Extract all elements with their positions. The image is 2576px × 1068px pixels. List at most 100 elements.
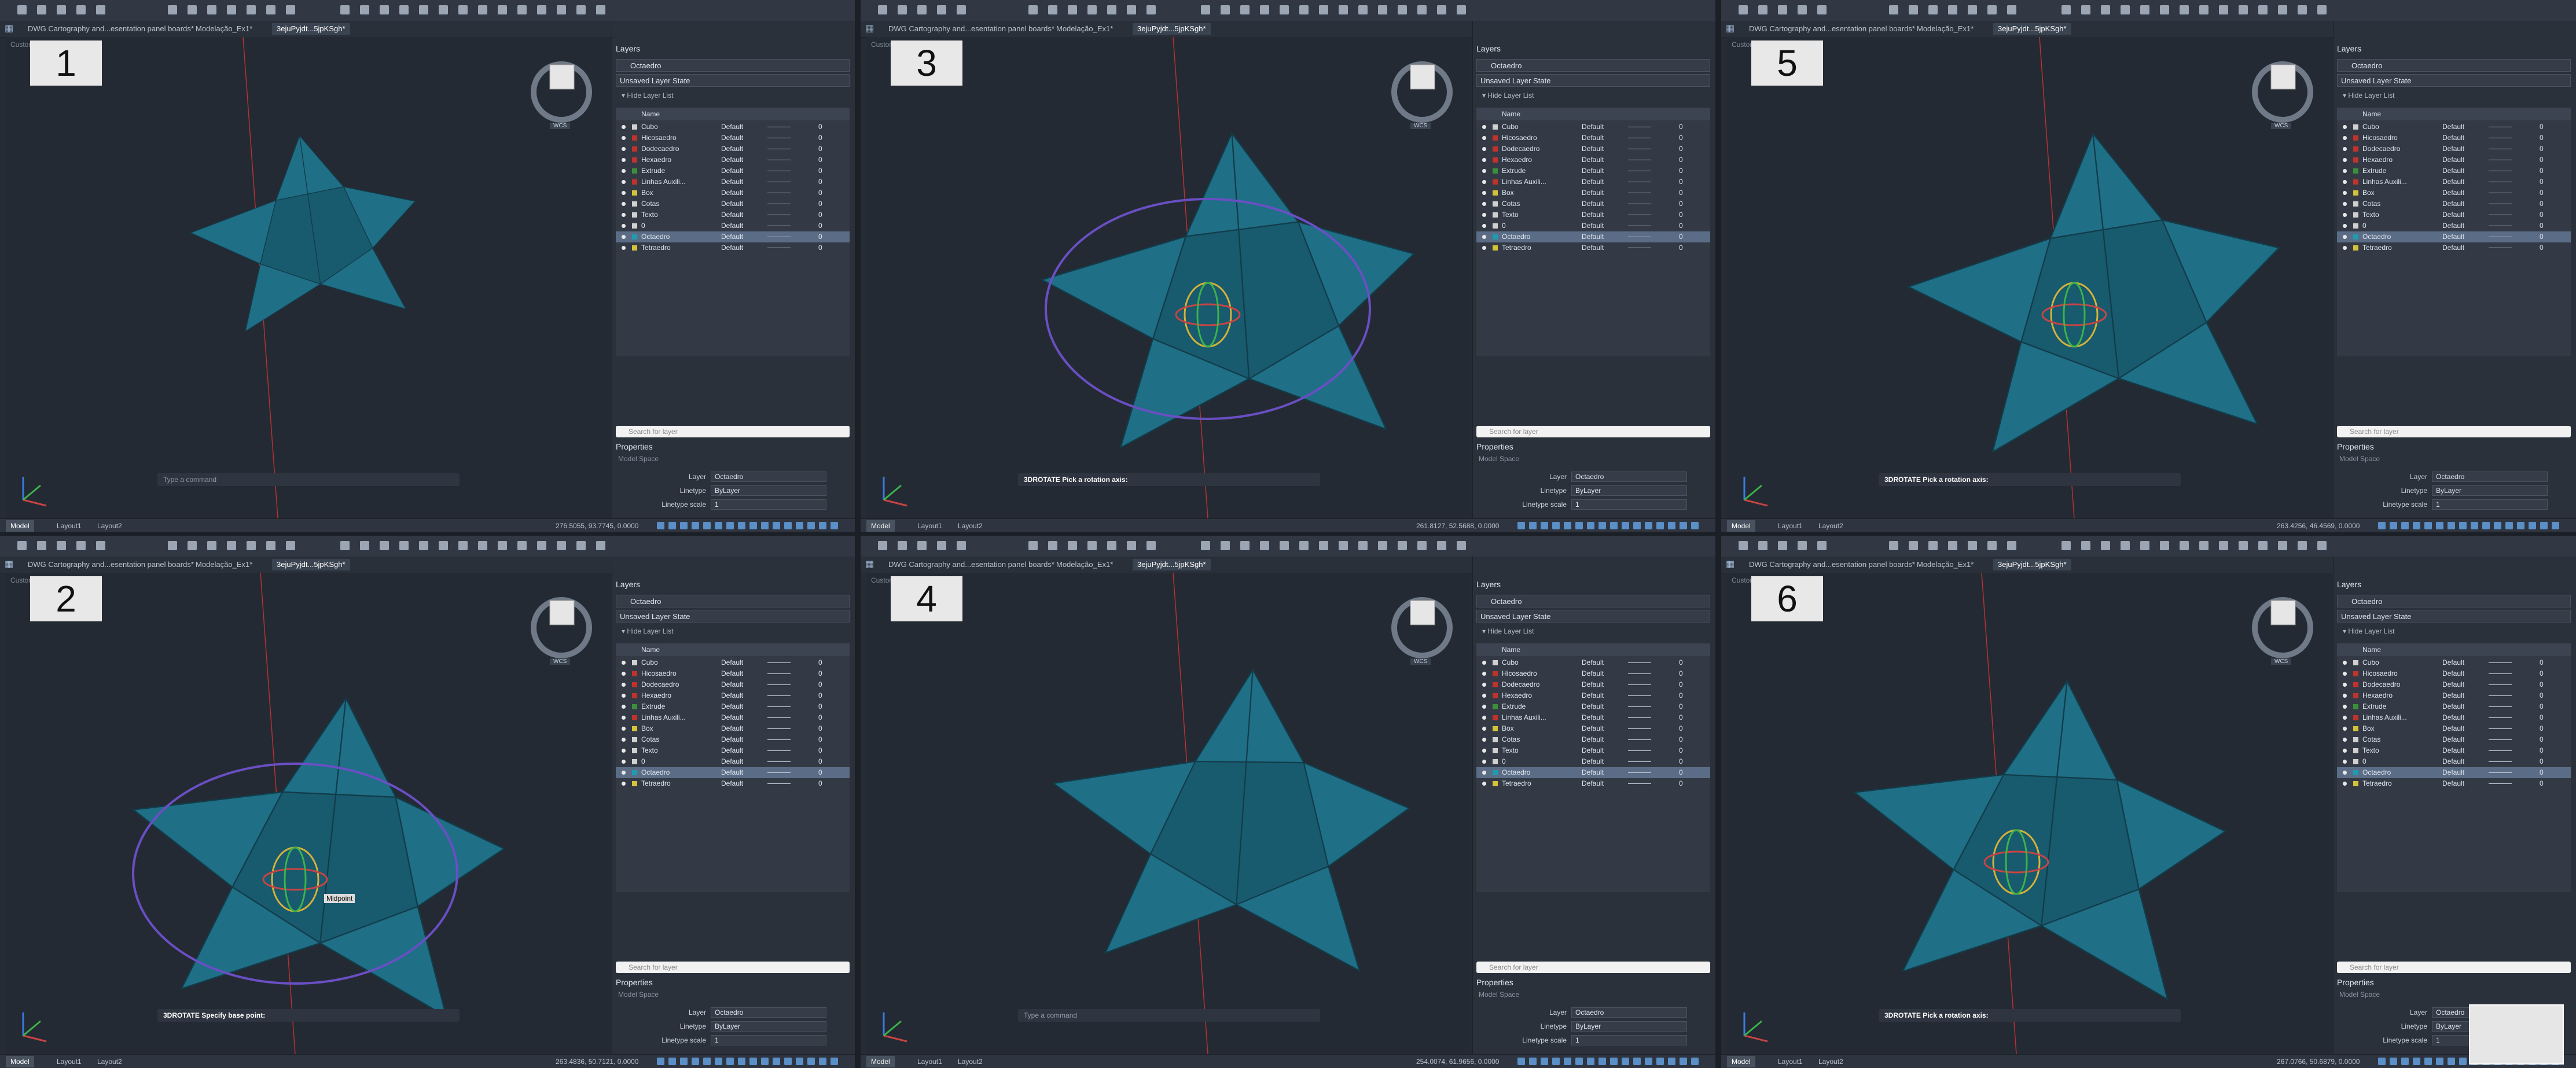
status-toggle-icon[interactable]	[1541, 1058, 1548, 1065]
layer-color-swatch[interactable]	[2353, 671, 2358, 676]
status-toggle-icon[interactable]	[680, 1058, 688, 1065]
status-toggle-icon[interactable]	[1529, 522, 1537, 529]
layer-row[interactable]: Tetraedro Default 0	[616, 778, 850, 789]
toolbar-tool-icon[interactable]	[286, 541, 295, 550]
layer-row[interactable]: Linhas Auxili... Default 0	[2337, 176, 2571, 187]
toolbar-tool-icon[interactable]	[2219, 5, 2228, 14]
layer-color-swatch[interactable]	[1493, 234, 1498, 240]
toolbar-tool-icon[interactable]	[2081, 5, 2090, 14]
toolbar-tool-icon[interactable]	[37, 541, 46, 550]
document-tab[interactable]: 3ejuPyjdt...5jpKSgh*	[1133, 23, 1211, 35]
toolbar-tool-icon[interactable]	[419, 541, 428, 550]
visibility-icon[interactable]	[2343, 147, 2347, 151]
layer-row[interactable]: Cotas Default 0	[2337, 198, 2571, 209]
toolbar-tool-icon[interactable]	[2180, 5, 2189, 14]
visibility-icon[interactable]	[622, 716, 626, 720]
layer-row[interactable]: 0 Default 0	[616, 756, 850, 767]
status-toggle-icon[interactable]	[1610, 1058, 1618, 1065]
status-toggle-icon[interactable]	[807, 522, 815, 529]
toolbar-tool-icon[interactable]	[917, 541, 927, 550]
toolbar-tool-icon[interactable]	[1028, 5, 1038, 14]
current-layer-dropdown[interactable]: Octaedro	[2337, 595, 2571, 607]
layer-color-swatch[interactable]	[1493, 759, 1498, 764]
toolbar-tool-icon[interactable]	[1739, 541, 1748, 550]
document-tab[interactable]: DWG Cartography and...esentation panel b…	[884, 23, 1059, 35]
current-layer-dropdown[interactable]: Octaedro	[616, 595, 850, 607]
toolbar-tool-icon[interactable]	[2140, 5, 2149, 14]
layer-row[interactable]: Hexaedro Default 0	[2337, 690, 2571, 701]
status-toggle-icon[interactable]	[1656, 522, 1664, 529]
layer-row[interactable]: Cubo Default 0	[616, 657, 850, 668]
prop-layer-field[interactable]: Octaedro	[1571, 1007, 1687, 1018]
layer-row[interactable]: Cotas Default 0	[1476, 734, 1710, 745]
layer-color-swatch[interactable]	[1493, 190, 1498, 196]
layer-row[interactable]: Texto Default 0	[1476, 745, 1710, 756]
layer-color-swatch[interactable]	[2353, 146, 2358, 152]
drawing-viewport[interactable]: Custom View, ConceptualWCS	[1727, 37, 2332, 518]
status-toggle-icon[interactable]	[819, 522, 826, 529]
toolbar-tool-icon[interactable]	[1240, 5, 1250, 14]
status-toggle-icon[interactable]	[2505, 522, 2513, 529]
visibility-icon[interactable]	[2343, 716, 2347, 720]
status-toggle-icon[interactable]	[807, 1058, 815, 1065]
toolbar-tool-icon[interactable]	[1299, 541, 1309, 550]
layer-color-swatch[interactable]	[632, 157, 637, 163]
visibility-icon[interactable]	[1482, 738, 1486, 742]
wcs-label[interactable]: WCS	[550, 658, 570, 665]
layer-color-swatch[interactable]	[632, 245, 637, 251]
layout1-tab[interactable]: Layout1	[913, 520, 947, 532]
current-layer-dropdown[interactable]: Octaedro	[2337, 59, 2571, 72]
visibility-icon[interactable]	[1482, 235, 1486, 239]
layer-color-swatch[interactable]	[632, 190, 637, 196]
hide-layer-list-toggle[interactable]: ▾ Hide Layer List	[622, 627, 673, 635]
status-toggle-icon[interactable]	[2529, 522, 2536, 529]
current-layer-dropdown[interactable]: Octaedro	[616, 59, 850, 72]
visibility-icon[interactable]	[1482, 158, 1486, 162]
layer-row[interactable]: Octaedro Default 0	[1476, 231, 1710, 242]
layout1-tab[interactable]: Layout1	[913, 1056, 947, 1067]
layer-color-swatch[interactable]	[1493, 179, 1498, 185]
layer-color-swatch[interactable]	[2353, 168, 2358, 174]
toolbar-tool-icon[interactable]	[1987, 541, 1997, 550]
model-tab[interactable]: Model	[1727, 1056, 1755, 1067]
drawing-viewport[interactable]: Custom View, ConceptualWCS	[866, 573, 1471, 1054]
status-toggle-icon[interactable]	[2378, 1058, 2386, 1065]
layer-search-input[interactable]: Search for layer	[2337, 962, 2571, 973]
command-line[interactable]: 3DROTATE Pick a rotation axis:	[1879, 473, 2181, 486]
visibility-icon[interactable]	[2343, 202, 2347, 206]
layer-row[interactable]: Hexaedro Default 0	[2337, 154, 2571, 165]
status-toggle-icon[interactable]	[2378, 522, 2386, 529]
toolbar-tool-icon[interactable]	[247, 5, 256, 14]
layer-color-swatch[interactable]	[632, 748, 637, 753]
toolbar-tool-icon[interactable]	[1398, 5, 1407, 14]
toolbar-tool-icon[interactable]	[399, 541, 409, 550]
status-toggle-icon[interactable]	[2459, 522, 2467, 529]
drawing-viewport[interactable]: Custom View, ConceptualWCS	[866, 37, 1471, 518]
layer-row[interactable]: Octaedro Default 0	[616, 231, 850, 242]
app-menu-icon[interactable]: ▦	[1726, 560, 1735, 569]
visibility-icon[interactable]	[622, 202, 626, 206]
status-toggle-icon[interactable]	[796, 522, 803, 529]
visibility-icon[interactable]	[2343, 749, 2347, 753]
layer-color-swatch[interactable]	[2353, 737, 2358, 742]
layer-color-swatch[interactable]	[2353, 704, 2358, 709]
layer-row[interactable]: Hicosaedro Default 0	[616, 668, 850, 679]
layer-row[interactable]: Tetraedro Default 0	[2337, 242, 2571, 253]
visibility-icon[interactable]	[622, 125, 626, 129]
layer-row[interactable]: Linhas Auxili... Default 0	[1476, 712, 1710, 723]
toolbar-tool-icon[interactable]	[380, 5, 389, 14]
document-tab[interactable]: 3ejuPyjdt...5jpKSgh*	[272, 559, 350, 570]
layer-color-swatch[interactable]	[632, 234, 637, 240]
layer-color-swatch[interactable]	[632, 135, 637, 141]
toolbar-tool-icon[interactable]	[1909, 5, 1918, 14]
toolbar-tool-icon[interactable]	[878, 541, 887, 550]
status-toggle-icon[interactable]	[784, 522, 792, 529]
visibility-icon[interactable]	[1482, 727, 1486, 731]
visibility-icon[interactable]	[1482, 716, 1486, 720]
layer-search-input[interactable]: Search for layer	[1476, 426, 1710, 437]
layer-row[interactable]: Texto Default 0	[616, 745, 850, 756]
toolbar-tool-icon[interactable]	[2140, 541, 2149, 550]
visibility-icon[interactable]	[1482, 125, 1486, 129]
layer-color-swatch[interactable]	[2353, 157, 2358, 163]
toolbar-tool-icon[interactable]	[557, 541, 566, 550]
